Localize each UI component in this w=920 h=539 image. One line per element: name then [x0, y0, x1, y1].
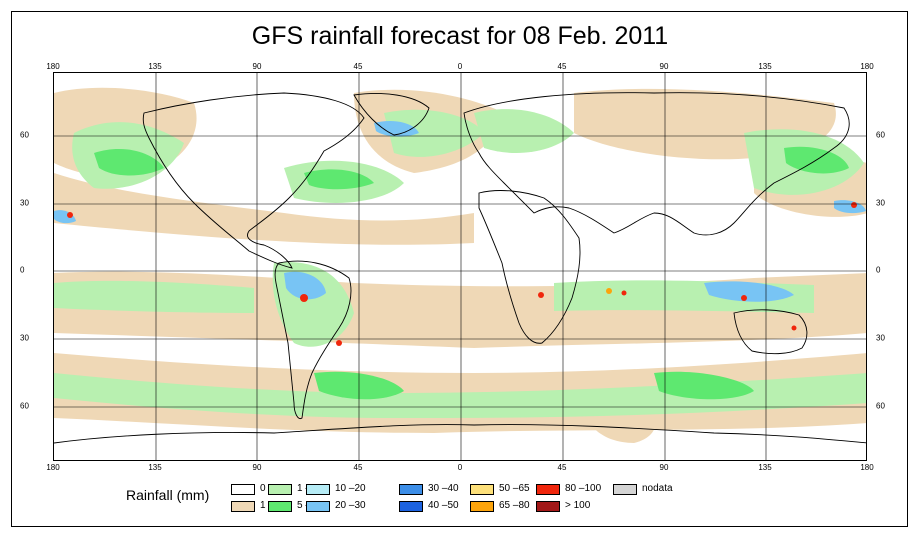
- lat-tick-left: 0: [20, 265, 25, 275]
- rain-hotspot-japan: [851, 202, 857, 208]
- extreme-rain-zones: [67, 202, 857, 346]
- lat-tick-right: 0: [876, 265, 881, 275]
- rain-hotspot-africa: [538, 292, 544, 298]
- legend-label: 65 –80: [499, 500, 530, 511]
- lon-tick-bottom: 135: [758, 463, 772, 472]
- lon-tick-bottom: 0: [457, 463, 463, 472]
- lon-tick-top: 135: [758, 62, 772, 71]
- rain-hotspot-rio-de-la-plata: [336, 340, 342, 346]
- coastline-greenland: [353, 93, 430, 136]
- legend-swatch: [613, 484, 637, 495]
- legend-swatch: [231, 501, 255, 512]
- lon-tick-top: 0: [457, 62, 463, 71]
- coastline-north-america: [142, 92, 365, 269]
- legend-swatch: [306, 501, 330, 512]
- lon-tick-top: 90: [252, 62, 262, 71]
- legend-label: 0: [260, 483, 266, 494]
- legend-label: > 100: [565, 500, 591, 511]
- lat-tick-left: 30: [20, 198, 29, 208]
- lon-tick-bottom: 90: [252, 463, 262, 472]
- lon-tick-bottom: 90: [659, 463, 669, 472]
- coastline-australia: [733, 309, 808, 355]
- rain-hotspot-west-pacific: [67, 212, 73, 218]
- lon-tick-top: 180: [46, 62, 60, 71]
- lon-tick-bottom: 180: [860, 463, 874, 472]
- lon-tick-top: 135: [148, 62, 162, 71]
- lat-tick-right: 60: [876, 401, 885, 411]
- legend-label: 10 –20: [335, 483, 366, 494]
- rain-zone-us-east: [304, 169, 374, 190]
- lon-tick-bottom: 45: [557, 463, 567, 472]
- rain-hotspot-coral-sea: [791, 325, 797, 331]
- legend-swatch: [536, 484, 560, 495]
- legend-swatch: [399, 484, 423, 495]
- lon-tick-top: 180: [860, 62, 874, 71]
- legend-swatch: [268, 501, 292, 512]
- intense-rain-zones: [54, 121, 866, 302]
- rain-hotspot-indian-ocean: [621, 290, 627, 296]
- rainfall-map: [53, 72, 867, 461]
- heavy-rain-zones: [94, 146, 849, 400]
- rain-zone-maritime-continent: [704, 281, 794, 302]
- legend-swatch: [231, 484, 255, 495]
- rain-zone-equatorial-pacific: [54, 280, 254, 313]
- legend-label: 30 –40: [428, 483, 459, 494]
- lat-tick-left: 60: [20, 130, 29, 140]
- lon-tick-bottom: 135: [148, 463, 162, 472]
- lon-tick-top: 45: [353, 62, 363, 71]
- rain-hotspot-indian-ocean: [606, 288, 612, 294]
- coastlines: [54, 92, 866, 444]
- lon-tick-top: 90: [659, 62, 669, 71]
- legend-label: 1: [260, 500, 266, 511]
- coastline-eurasia: [463, 92, 850, 236]
- legend-label: 80 –100: [565, 483, 602, 494]
- legend-label: nodata: [642, 483, 673, 494]
- lon-tick-bottom: 45: [353, 463, 363, 472]
- lon-tick-bottom: 180: [46, 463, 60, 472]
- coastline-africa: [478, 190, 581, 344]
- legend-label: 50 –65: [499, 483, 530, 494]
- legend-swatch: [536, 501, 560, 512]
- rain-zone-north-atlantic-arc: [384, 109, 484, 157]
- lon-tick-top: 45: [557, 62, 567, 71]
- legend-label: 20 –30: [335, 500, 366, 511]
- rain-zone-amazon: [284, 271, 326, 300]
- legend-swatch: [268, 484, 292, 495]
- coastline-antarctica: [54, 424, 866, 444]
- rain-zone-ne-pacific: [94, 148, 164, 176]
- legend-label: 40 –50: [428, 500, 459, 511]
- rain-hotspot-andes: [300, 294, 308, 302]
- rainfall-map-svg: [54, 73, 866, 460]
- lat-tick-right: 30: [876, 333, 885, 343]
- legend-swatch: [399, 501, 423, 512]
- rain-hotspot-australia: [741, 295, 747, 301]
- coastline-south-america: [274, 260, 352, 420]
- lat-tick-right: 60: [876, 130, 885, 140]
- rain-zone-south-indian: [654, 371, 754, 400]
- legend-swatch: [470, 501, 494, 512]
- legend-swatch: [306, 484, 330, 495]
- rain-zone-greenland-coast: [374, 121, 419, 137]
- lat-tick-left: 30: [20, 333, 29, 343]
- lat-tick-left: 60: [20, 401, 29, 411]
- graticule: [54, 73, 866, 460]
- rain-zone-japan: [834, 200, 866, 214]
- map-title: GFS rainfall forecast for 08 Feb. 2011: [251, 22, 669, 50]
- lat-tick-right: 30: [876, 198, 885, 208]
- rain-zone-subtropical-band: [54, 173, 474, 245]
- rain-zone-europe: [474, 109, 574, 153]
- legend-title: Rainfall (mm): [126, 487, 210, 503]
- legend-swatch: [470, 484, 494, 495]
